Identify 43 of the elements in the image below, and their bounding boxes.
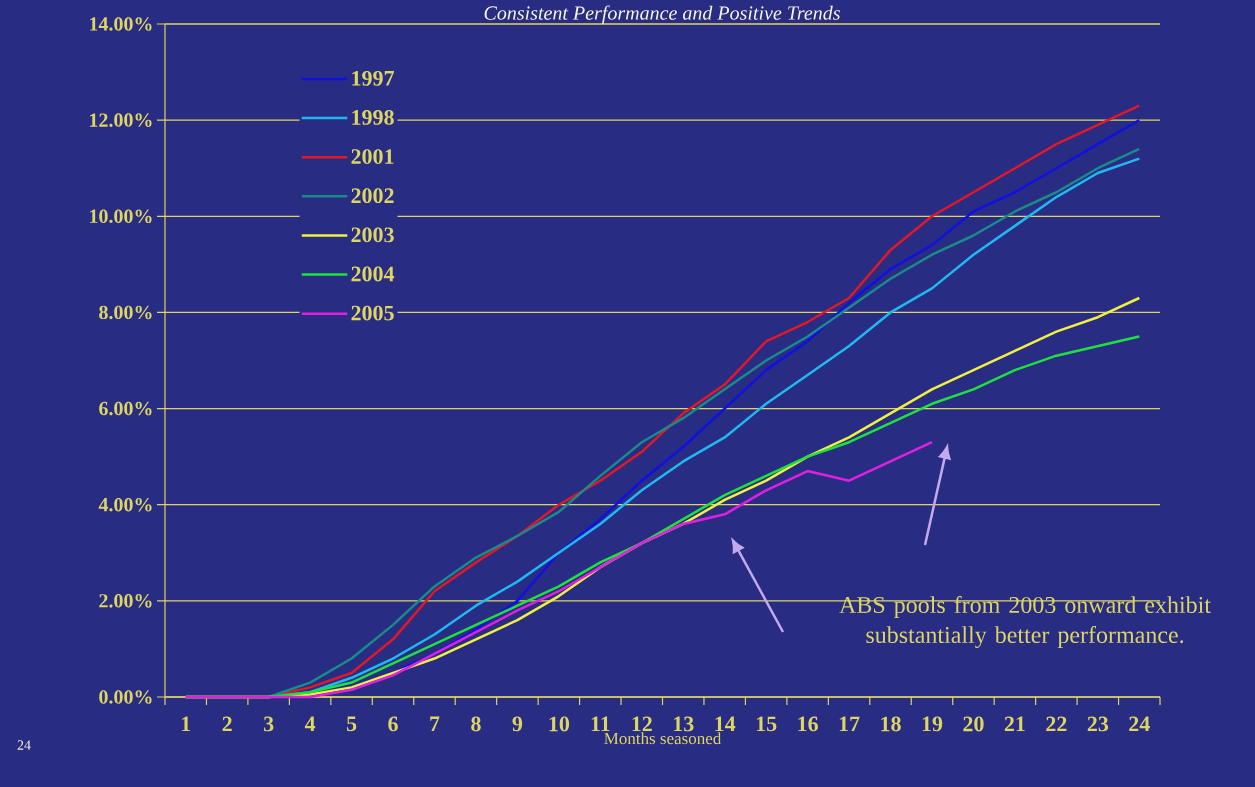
y-tick-label: 0.00% xyxy=(99,690,152,704)
x-tick-label: 18 xyxy=(881,716,901,732)
x-tick-label: 15 xyxy=(756,716,777,732)
x-tick-label: 14 xyxy=(715,716,736,732)
x-tick-label: 12 xyxy=(632,716,652,732)
x-tick-label: 21 xyxy=(1004,716,1025,732)
legend-label: 2003 xyxy=(351,227,394,243)
x-tick-label: 1 xyxy=(181,716,191,732)
legend-label: 2005 xyxy=(351,305,394,321)
x-tick-label: 8 xyxy=(471,716,481,732)
x-tick-label: 2 xyxy=(222,716,232,732)
y-tick-label: 6.00% xyxy=(99,401,152,416)
x-tick-label: 9 xyxy=(512,716,523,732)
legend-label: 2004 xyxy=(351,266,395,282)
x-tick-label: 3 xyxy=(263,716,274,732)
text: 24 xyxy=(17,740,31,750)
x-tick-label: 10 xyxy=(549,716,570,732)
x-tick-label: 23 xyxy=(1087,716,1109,732)
x-tick-label: 7 xyxy=(430,716,440,731)
x-tick-label: 16 xyxy=(798,716,818,732)
x-tick-label: 19 xyxy=(922,716,943,732)
legend-label: 2001 xyxy=(351,149,394,164)
x-tick-label: 5 xyxy=(346,716,357,732)
x-tick-label: 17 xyxy=(839,716,860,732)
y-tick-label: 12.00% xyxy=(90,113,152,127)
x-tick-label: 13 xyxy=(673,716,694,732)
y-tick-label: 2.00% xyxy=(99,594,152,608)
y-tick-label: 10.00% xyxy=(90,209,152,224)
annotation: ABS pools from 2003 onward exhibit substantially better performance. xyxy=(839,595,1211,649)
legend-label: 1997 xyxy=(352,70,395,86)
chart-title: Consistent Performance and Positive Trends xyxy=(484,5,840,24)
legend-label: 1998 xyxy=(352,110,394,125)
y-tick-label: 8.00% xyxy=(99,305,152,320)
y-tick-label: 14.00% xyxy=(90,17,152,31)
legend-label: 2002 xyxy=(351,188,394,204)
x-tick-label: 4 xyxy=(304,716,316,732)
x-tick-label: 24 xyxy=(1129,716,1150,732)
x-tick-label: 22 xyxy=(1046,716,1067,732)
x-axis-title: Months seasoned xyxy=(604,732,722,745)
x-tick-label: 6 xyxy=(388,716,398,732)
x-tick-label: 11 xyxy=(591,716,610,732)
y-tick-label: 4.00% xyxy=(98,497,152,512)
x-tick-label: 20 xyxy=(963,716,984,732)
